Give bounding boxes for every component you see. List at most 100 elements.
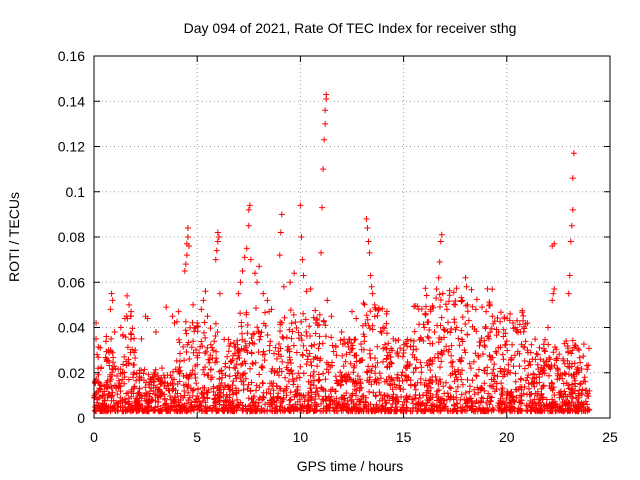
data-point — [586, 387, 593, 394]
data-point — [182, 261, 189, 268]
data-point — [353, 315, 360, 322]
data-point — [103, 333, 110, 340]
data-point — [503, 338, 510, 345]
y-tick-label: 0.02 — [58, 365, 85, 381]
x-tick-label: 5 — [193, 429, 201, 445]
data-point — [216, 290, 223, 297]
data-point — [138, 335, 145, 342]
data-point — [437, 238, 444, 245]
data-point — [318, 249, 325, 256]
data-point — [549, 297, 556, 304]
data-point — [202, 288, 209, 295]
data-point — [108, 290, 115, 297]
data-point — [582, 378, 589, 385]
data-point — [184, 234, 191, 240]
y-tick-label: 0.12 — [58, 139, 85, 155]
data-point — [243, 245, 250, 252]
data-point — [132, 347, 139, 354]
data-point — [303, 288, 310, 295]
data-point — [297, 202, 304, 209]
data-point — [421, 324, 428, 331]
data-point — [307, 286, 314, 293]
data-point — [277, 229, 284, 236]
data-point — [436, 258, 443, 265]
data-point — [322, 107, 329, 114]
data-point — [245, 222, 252, 229]
data-point — [514, 317, 521, 324]
data-point — [568, 222, 575, 229]
data-point — [212, 256, 219, 263]
data-point — [198, 306, 205, 313]
data-point — [435, 274, 442, 281]
x-tick-label: 25 — [602, 429, 618, 445]
data-point — [534, 351, 541, 358]
roti-data-points — [93, 91, 593, 394]
data-point — [569, 175, 576, 182]
data-point — [280, 283, 287, 290]
x-tick-label: 15 — [396, 429, 412, 445]
data-point — [363, 215, 370, 222]
data-point — [371, 301, 378, 308]
data-point — [111, 329, 118, 336]
data-point — [235, 290, 242, 297]
y-axis-label: ROTI / TECUs — [6, 192, 22, 282]
data-point — [169, 313, 176, 320]
data-point — [400, 347, 407, 354]
data-point — [237, 279, 244, 286]
data-point — [364, 224, 371, 231]
data-point — [105, 347, 112, 354]
data-point — [438, 231, 445, 238]
data-point — [565, 290, 572, 297]
data-point — [443, 306, 450, 313]
y-tick-label: 0.06 — [58, 274, 85, 290]
data-point — [185, 243, 192, 250]
data-point — [321, 136, 328, 143]
data-point — [433, 286, 440, 293]
data-point — [323, 91, 330, 98]
data-point — [569, 206, 576, 213]
data-point — [512, 324, 519, 331]
data-point — [320, 166, 327, 173]
x-axis-label: GPS time / hours — [297, 458, 404, 474]
data-point — [495, 329, 502, 336]
data-point — [171, 319, 178, 326]
x-tick-label: 10 — [293, 429, 309, 445]
data-point — [194, 319, 201, 326]
data-point — [299, 256, 306, 263]
data-point — [287, 279, 294, 286]
data-point — [239, 267, 246, 274]
data-point — [462, 274, 469, 281]
data-point — [213, 247, 220, 254]
data-point — [576, 347, 583, 354]
data-point — [319, 204, 326, 211]
data-point — [109, 297, 116, 304]
data-point — [551, 240, 558, 247]
data-point — [175, 308, 182, 315]
data-point — [349, 308, 355, 315]
data-point — [524, 347, 531, 354]
data-point — [181, 267, 188, 274]
data-point — [276, 252, 283, 259]
data-point — [215, 234, 222, 240]
data-point — [251, 270, 258, 277]
low-value-scatter-band — [91, 285, 593, 415]
data-point — [463, 283, 470, 290]
data-point — [458, 297, 465, 304]
data-point — [152, 329, 159, 336]
data-point — [479, 304, 486, 311]
data-point — [322, 120, 329, 127]
y-tick-label: 0.16 — [58, 48, 85, 64]
data-point — [298, 234, 305, 240]
data-point — [551, 286, 558, 293]
data-point — [163, 304, 170, 311]
data-point — [570, 150, 577, 157]
data-point — [464, 301, 471, 308]
data-point — [427, 306, 434, 313]
data-point — [566, 272, 573, 279]
x-tick-label: 20 — [499, 429, 515, 445]
data-point — [291, 270, 298, 277]
chart-title: Day 094 of 2021, Rate Of TEC Index for r… — [184, 20, 517, 36]
data-point — [247, 256, 254, 263]
data-point — [260, 290, 267, 297]
